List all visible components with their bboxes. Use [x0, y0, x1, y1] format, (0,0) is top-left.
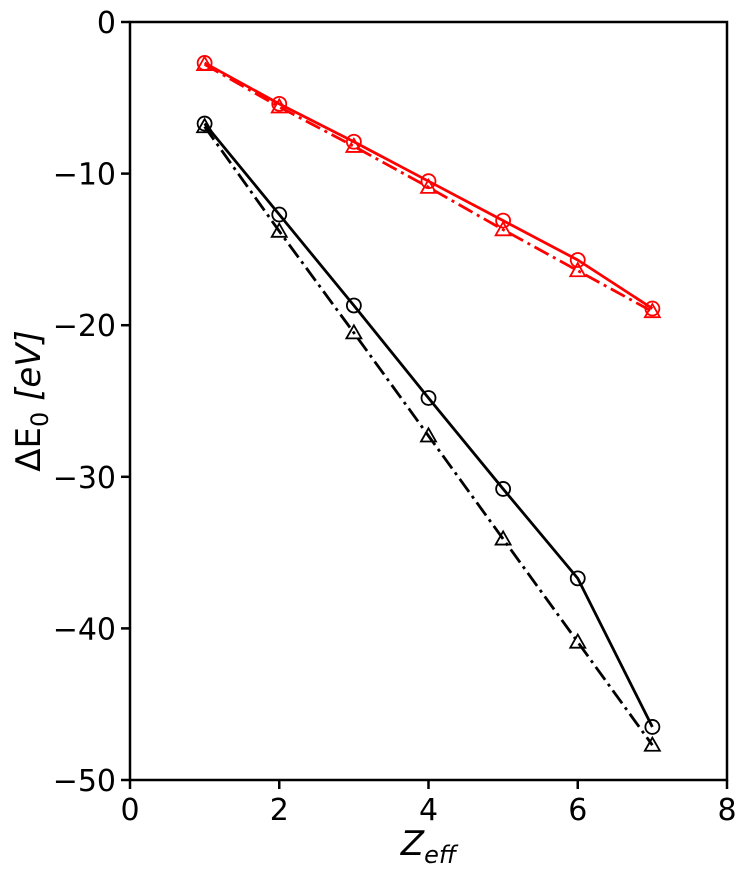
- x-tick-label: 2: [270, 793, 289, 828]
- series-1: [195, 117, 662, 752]
- y-tick-label: −10: [53, 158, 116, 193]
- x-tick-label: 4: [419, 793, 438, 828]
- data-point: [644, 719, 661, 735]
- y-tick-label: −40: [53, 612, 116, 647]
- series-3: [195, 55, 662, 319]
- series-line: [203, 125, 654, 746]
- data-point: [643, 735, 662, 752]
- data-point: [495, 212, 512, 229]
- data-point: [568, 632, 587, 649]
- data-point: [419, 426, 438, 443]
- data-point: [344, 323, 363, 340]
- data-point: [345, 133, 362, 150]
- data-point: [420, 390, 437, 406]
- data-point: [195, 117, 214, 134]
- y-tick-label: −30: [53, 461, 116, 496]
- data-point: [494, 220, 513, 237]
- data-point: [271, 95, 288, 112]
- data-point: [568, 261, 587, 278]
- data-point: [419, 177, 438, 194]
- data-point: [196, 115, 213, 132]
- data-point: [344, 136, 363, 153]
- x-tick-label: 6: [568, 793, 587, 828]
- data-point: [494, 529, 513, 546]
- data-point: [569, 570, 586, 587]
- plot-area: [195, 55, 662, 752]
- data-point: [270, 97, 289, 114]
- ticks: 0 2 4 6 8 0 −10 −20 −30 −40 −50: [53, 6, 737, 828]
- data-point: [643, 302, 662, 319]
- data-point: [271, 206, 288, 223]
- x-tick-label: 0: [120, 793, 139, 828]
- y-tick-label: −50: [53, 764, 116, 799]
- y-tick-label: −20: [53, 309, 116, 344]
- data-point: [270, 221, 289, 238]
- x-tick-label: 8: [717, 793, 736, 828]
- data-point: [495, 481, 512, 497]
- series-0: [196, 115, 661, 735]
- y-tick-label: 0: [97, 6, 116, 41]
- series-line: [203, 122, 654, 728]
- data-point: [569, 252, 586, 268]
- y-axis-label: ΔE0 [eV]: [9, 330, 54, 472]
- axes-frame: [128, 20, 729, 782]
- series-line: [203, 63, 654, 313]
- data-point: [345, 297, 362, 314]
- x-axis-label: Zeff: [400, 824, 459, 869]
- data-point: [195, 55, 214, 71]
